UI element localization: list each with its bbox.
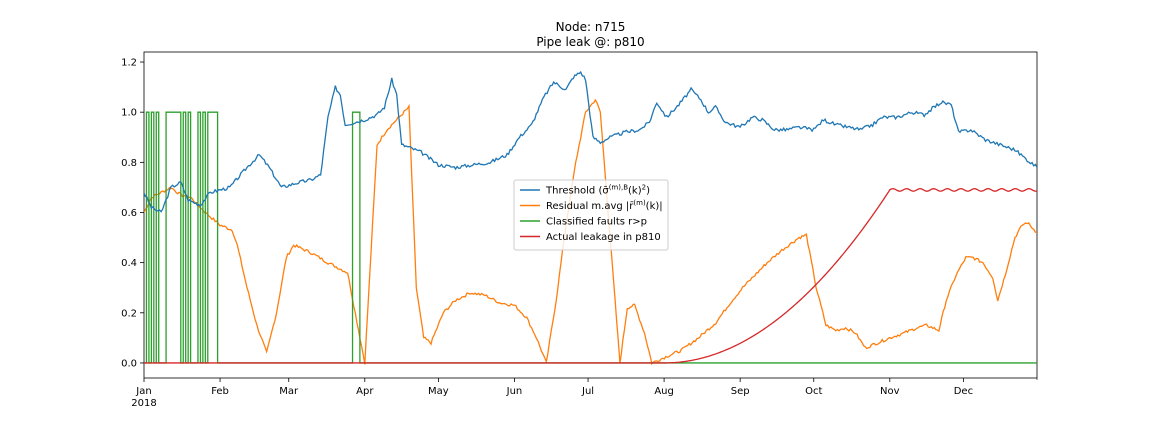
legend: Threshold (σ̄(m),B(k)2) Residual m.avg |r… (513, 179, 669, 251)
x-tick-label: Aug (654, 386, 674, 397)
legend-entry-part: Threshold (σ̄ (545, 186, 609, 197)
y-tick-label: 0.4 (121, 258, 137, 269)
x-tick-label: Feb (211, 386, 229, 397)
legend-entry-part: Actual leakage in p810 (546, 232, 661, 243)
legend-entry: Actual leakage in p810 (546, 232, 661, 243)
x-tick-label: Jul (581, 386, 594, 397)
legend-entry: Residual m.avg |r̄(m)(k)| (546, 199, 663, 212)
x-tick-label: Sep (731, 386, 750, 397)
x-tick-label: Dec (954, 386, 973, 397)
legend-entry-part: (k) (628, 186, 642, 197)
legend-entry-part: (m) (633, 199, 646, 207)
legend-entry-part: 2 (642, 184, 646, 192)
y-tick-label: 0.6 (121, 208, 137, 219)
chart-title-line-1: Node: n715 (556, 20, 626, 34)
y-tick-label: 0.0 (121, 358, 137, 369)
actual-leakage-line (144, 188, 1037, 364)
legend-entry-part: (m),B (609, 184, 629, 192)
y-tick-label: 0.2 (121, 308, 137, 319)
threshold-line (144, 70, 1037, 213)
x-tick-label: Apr (356, 386, 374, 397)
legend-entry-part: (k)| (646, 201, 663, 212)
y-tick-label: 1.0 (121, 108, 137, 119)
axes-frame (143, 51, 1038, 379)
x-tick-label: Jan (135, 386, 151, 397)
legend-entry: Classified faults r>p (546, 217, 647, 228)
series-group (144, 70, 1037, 366)
chart-title-line-2: Pipe leak @: p810 (536, 35, 644, 49)
x-tick-label: Oct (805, 386, 822, 397)
legend-box (513, 179, 669, 251)
x-tick-label: Nov (880, 386, 900, 397)
legend-entry: Threshold (σ̄(m),B(k)2) (545, 184, 650, 197)
x-tick-label: Mar (279, 386, 299, 397)
legend-entry-part: ) (646, 186, 650, 197)
x-tick-label: May (428, 386, 449, 397)
x-tick-label: Jun (506, 386, 523, 397)
residual-line (144, 98, 1037, 366)
x-tick-sublabel: 2018 (131, 398, 156, 409)
y-tick-label: 1.2 (121, 58, 137, 69)
legend-entry-part: Classified faults r>p (546, 217, 647, 228)
legend-entry-part: Residual m.avg |r̄ (546, 201, 634, 212)
y-tick-label: 0.8 (121, 158, 137, 169)
